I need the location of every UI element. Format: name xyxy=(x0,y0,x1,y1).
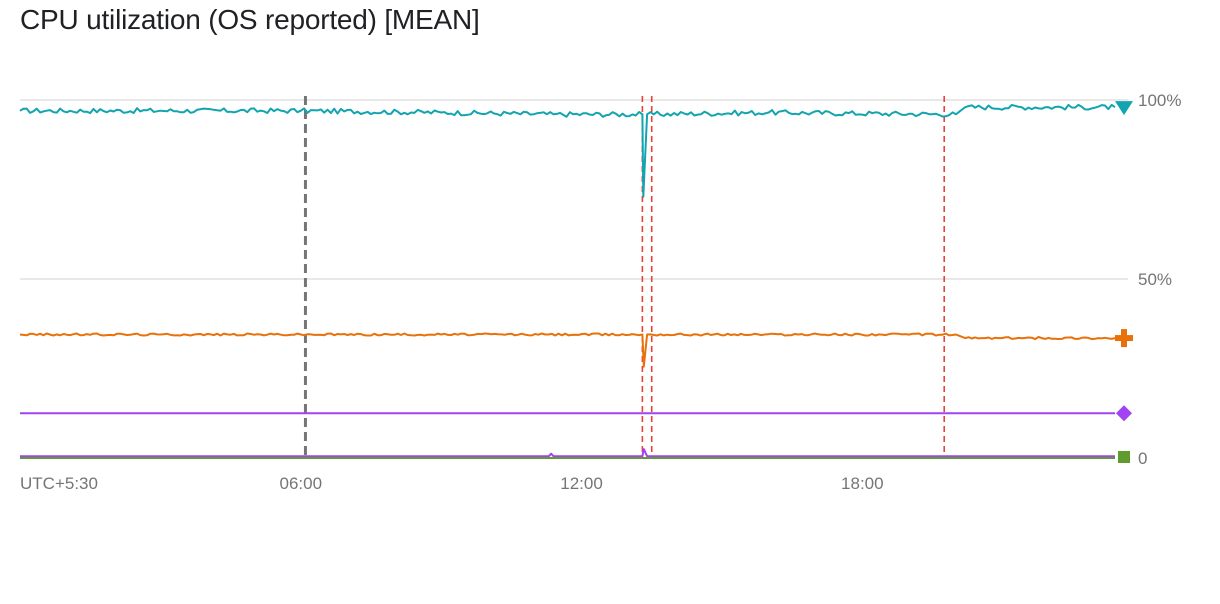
y-tick-label: 100% xyxy=(1138,91,1181,110)
y-tick-label: 0 xyxy=(1138,449,1147,468)
series-line-0 xyxy=(19,103,1116,198)
series-end-markers xyxy=(1115,101,1133,463)
series-line-1 xyxy=(19,332,1116,368)
cross-icon-vertical xyxy=(1121,329,1127,348)
y-axis-labels: 100% 50% 0 xyxy=(1138,91,1181,468)
series-lines xyxy=(19,103,1116,459)
series-line-3 xyxy=(20,448,1115,458)
y-tick-label: 50% xyxy=(1138,270,1172,289)
x-tick-label: 18:00 xyxy=(841,474,884,493)
square-icon xyxy=(1118,451,1130,463)
x-tick-label: UTC+5:30 xyxy=(20,474,98,493)
x-tick-label: 06:00 xyxy=(279,474,322,493)
chart-title: CPU utilization (OS reported) [MEAN] xyxy=(20,4,480,35)
diamond-icon xyxy=(1116,405,1132,422)
grid-lines xyxy=(20,99,1128,280)
triangle-down-icon xyxy=(1115,101,1133,116)
x-axis-labels: UTC+5:30 06:00 12:00 18:00 xyxy=(20,474,884,493)
event-markers xyxy=(303,96,945,458)
x-tick-label: 12:00 xyxy=(560,474,603,493)
